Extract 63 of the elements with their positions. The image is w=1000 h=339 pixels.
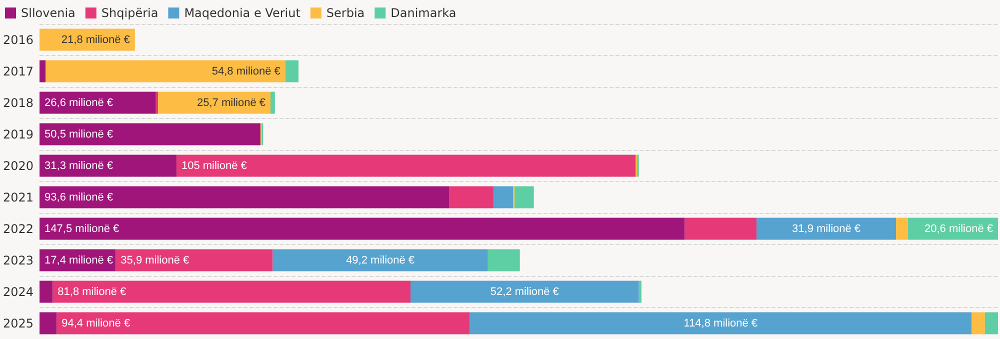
bar xyxy=(756,218,896,240)
bar xyxy=(494,186,514,208)
data-label: 49,2 milionë € xyxy=(346,254,415,266)
legend-label: Serbia xyxy=(326,6,365,20)
data-label: 31,3 milionë € xyxy=(44,160,114,172)
bar xyxy=(40,280,53,303)
legend-label: Sllovenia xyxy=(21,6,76,20)
data-label: 114,8 milionë € xyxy=(684,317,758,330)
data-label: 50,5 milionë € xyxy=(44,128,114,140)
y-tick-label: 2020 xyxy=(2,158,34,173)
bar xyxy=(972,312,985,334)
data-label: 93,6 milionë € xyxy=(44,191,114,204)
y-tick-label: 2025 xyxy=(2,316,34,330)
bar xyxy=(285,60,299,82)
y-tick-label: 2016 xyxy=(2,32,34,47)
data-label: 147,5 milionë € xyxy=(44,222,120,235)
data-label: 20,6 milionë € xyxy=(924,222,993,235)
y-tick-label: 2022 xyxy=(2,222,34,236)
bar xyxy=(46,60,286,82)
bar xyxy=(40,123,260,146)
bar xyxy=(488,249,520,272)
data-label: 94,4 milionë € xyxy=(62,317,130,330)
bar xyxy=(156,92,158,114)
bar xyxy=(896,218,908,240)
bar xyxy=(448,186,494,208)
bar xyxy=(52,280,410,303)
data-label: 31,9 milionë € xyxy=(792,222,861,235)
data-label: 35,9 milionë € xyxy=(120,254,190,266)
bar xyxy=(40,218,685,240)
bar xyxy=(158,92,271,114)
data-label: 21,8 milionë € xyxy=(61,34,130,46)
y-tick-label: 2023 xyxy=(2,253,34,268)
bar xyxy=(684,218,757,240)
data-label: 54,8 milionë € xyxy=(212,65,280,78)
bar xyxy=(638,280,642,303)
y-tick-label: 2019 xyxy=(2,127,34,142)
legend-label: Danimarka xyxy=(390,6,456,20)
data-label: 105 milionë € xyxy=(181,160,247,172)
bar xyxy=(984,312,998,334)
bar xyxy=(40,154,176,177)
data-label: 25,7 milionë € xyxy=(197,96,266,109)
bar xyxy=(176,154,636,177)
y-tick-label: 2021 xyxy=(2,190,34,204)
bar xyxy=(40,60,46,82)
data-label: 52,2 milionë € xyxy=(490,286,559,298)
bar xyxy=(116,249,273,272)
bar xyxy=(410,280,639,303)
legend-label: Shqipëria xyxy=(101,6,158,20)
data-label: 17,4 milionë € xyxy=(44,254,114,266)
bar xyxy=(40,312,57,334)
bar xyxy=(56,312,470,334)
y-tick-label: 2024 xyxy=(2,284,34,299)
bar xyxy=(270,92,275,114)
bar xyxy=(514,186,534,208)
bar xyxy=(470,312,972,334)
data-label: 26,6 milionë € xyxy=(44,96,114,109)
y-tick-label: 2017 xyxy=(2,64,34,78)
bar xyxy=(272,249,488,272)
bar xyxy=(40,92,156,114)
data-label: 81,8 milionë € xyxy=(58,286,126,298)
legend-label: Maqedonia e Veriut xyxy=(184,6,301,20)
bar xyxy=(40,186,449,208)
y-tick-label: 2018 xyxy=(2,96,34,110)
